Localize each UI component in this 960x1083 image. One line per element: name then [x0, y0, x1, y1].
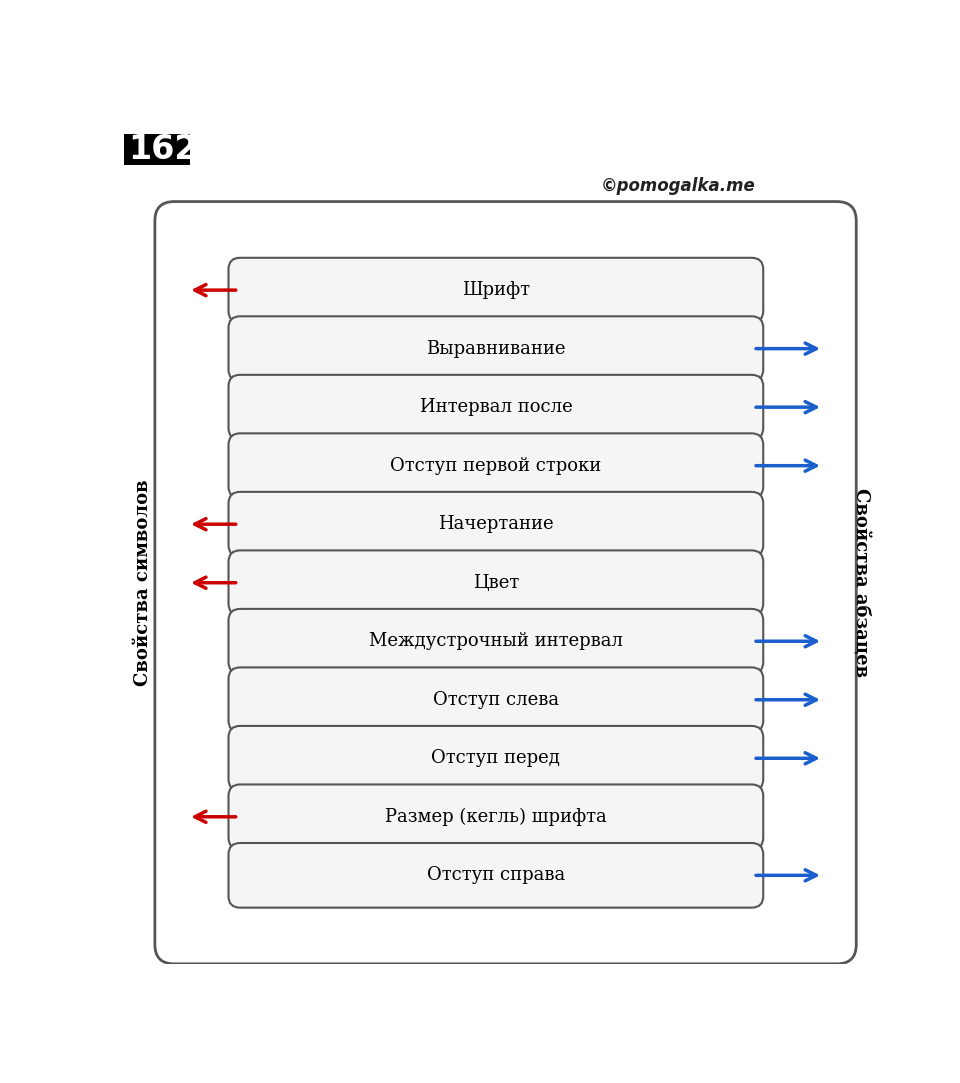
Text: Свойства символов: Свойства символов: [134, 480, 153, 686]
Text: Отступ первой строки: Отступ первой строки: [391, 457, 602, 474]
Text: Отступ справа: Отступ справа: [427, 866, 565, 885]
Text: ©pomogalka.me: ©pomogalka.me: [601, 178, 756, 195]
FancyBboxPatch shape: [228, 433, 763, 498]
FancyBboxPatch shape: [228, 550, 763, 615]
Text: Размер (кегль) шрифта: Размер (кегль) шрифта: [385, 808, 607, 826]
Text: Шрифт: Шрифт: [462, 282, 530, 299]
FancyBboxPatch shape: [155, 201, 856, 964]
Text: Интервал после: Интервал после: [420, 399, 572, 416]
Text: Отступ перед: Отступ перед: [431, 749, 561, 767]
FancyBboxPatch shape: [228, 726, 763, 791]
FancyBboxPatch shape: [228, 843, 763, 908]
Text: 162.: 162.: [128, 133, 210, 166]
FancyBboxPatch shape: [228, 667, 763, 732]
Text: Цвет: Цвет: [472, 574, 519, 591]
FancyBboxPatch shape: [228, 609, 763, 674]
FancyBboxPatch shape: [228, 492, 763, 557]
Text: Отступ слева: Отступ слева: [433, 691, 559, 708]
FancyBboxPatch shape: [228, 375, 763, 440]
FancyBboxPatch shape: [228, 258, 763, 323]
FancyBboxPatch shape: [228, 784, 763, 849]
Text: Междустрочный интервал: Междустрочный интервал: [369, 632, 623, 650]
Text: Выравнивание: Выравнивание: [426, 340, 565, 357]
Text: Начертание: Начертание: [438, 516, 554, 533]
FancyBboxPatch shape: [228, 316, 763, 381]
FancyBboxPatch shape: [124, 134, 190, 165]
Text: Свойства абзацев: Свойства абзацев: [852, 488, 869, 677]
